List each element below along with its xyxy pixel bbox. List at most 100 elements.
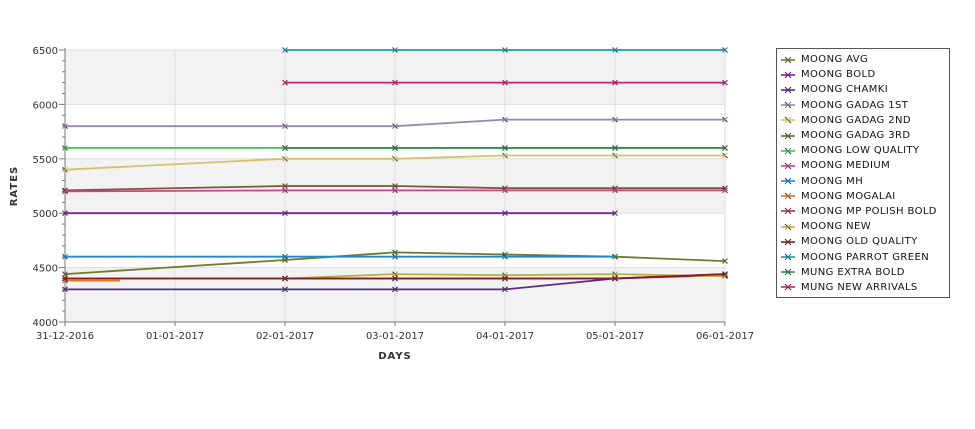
series-mung-new-arrivals — [282, 79, 728, 86]
data-point — [392, 271, 398, 278]
marker-stroke — [722, 47, 728, 53]
x-tick-label: 03-01-2017 — [366, 331, 424, 342]
legend-marker-icon — [780, 222, 796, 232]
marker-stroke — [612, 210, 618, 217]
legend-item: MOONG MEDIUM — [777, 158, 949, 173]
data-point — [722, 271, 728, 278]
data-point — [612, 144, 618, 151]
marker-stroke — [392, 210, 398, 217]
legend-item: MOONG GADAG 1ST — [777, 98, 949, 113]
legend-label: MUNG EXTRA BOLD — [801, 266, 905, 278]
data-point — [612, 116, 618, 123]
series-moong-mh — [62, 253, 618, 260]
marker-stroke — [612, 271, 618, 278]
x-tick-labels: 31-12-2016 01-01-2017 02-01-2017 03-01-2017… — [36, 331, 754, 342]
marker-stroke — [392, 253, 398, 260]
legend-marker-icon — [780, 206, 796, 216]
marker-stroke — [282, 183, 288, 189]
data-point — [612, 275, 618, 282]
marker-stroke — [62, 275, 68, 282]
legend-label: MOONG GADAG 3RD — [801, 130, 911, 142]
data-point — [282, 286, 288, 293]
marker-stroke — [502, 116, 508, 123]
marker-stroke — [502, 210, 508, 217]
data-point — [502, 286, 508, 293]
legend-label: MOONG NEW — [801, 221, 872, 233]
legend-label: MOONG AVG — [801, 54, 869, 66]
data-point — [612, 253, 618, 260]
marker-stroke — [612, 79, 618, 86]
legend-marker-icon — [780, 161, 796, 171]
legend-item: MUNG EXTRA BOLD — [777, 265, 949, 280]
x-tick-label: 04-01-2017 — [476, 331, 534, 342]
y-tick-label: 4500 — [33, 264, 58, 275]
legend-marker-icon — [780, 191, 796, 201]
legend-label: MOONG MEDIUM — [801, 160, 891, 172]
marker-stroke — [392, 286, 398, 293]
series-line — [64, 185, 725, 192]
data-point — [502, 152, 508, 159]
legend-item: MOONG GADAG 2ND — [777, 113, 949, 128]
data-point — [392, 183, 398, 189]
marker-stroke — [722, 187, 728, 194]
legend-marker-icon — [780, 267, 796, 277]
legend-marker-icon — [780, 237, 796, 247]
chart-legend: MOONG AVG MOONG BOLD MOONG CHAMKI MOONG GAD… — [776, 48, 950, 298]
legend-marker-icon — [780, 70, 796, 80]
axes — [59, 48, 726, 326]
data-point — [392, 123, 398, 130]
marker-stroke — [392, 187, 398, 194]
legend-label: MOONG OLD QUALITY — [801, 236, 918, 248]
marker-stroke — [282, 253, 288, 260]
legend-marker-icon — [780, 282, 796, 292]
legend-item: MOONG PARROT GREEN — [777, 249, 949, 264]
data-point — [392, 155, 398, 162]
data-point — [722, 47, 728, 53]
marker-stroke — [62, 123, 68, 130]
series-mung-extra-bold — [282, 144, 728, 151]
legend-label: MOONG MOGALAI — [801, 190, 896, 202]
marker-stroke — [62, 187, 68, 194]
data-point — [62, 253, 68, 260]
legend-label: MOONG GADAG 1ST — [801, 99, 909, 111]
series-line — [64, 154, 725, 171]
legend-item: MOONG MH — [777, 174, 949, 189]
data-point — [282, 253, 288, 260]
data-point — [392, 210, 398, 217]
marker-stroke — [392, 123, 398, 130]
legend-marker-icon — [780, 252, 796, 262]
legend-label: MOONG MP POLISH BOLD — [801, 205, 937, 217]
data-point — [282, 47, 288, 53]
legend-label: MOONG PARROT GREEN — [801, 251, 930, 263]
x-tick-label: 31-12-2016 — [36, 331, 94, 342]
data-point — [502, 79, 508, 86]
data-point — [722, 79, 728, 86]
legend-marker-icon — [780, 131, 796, 141]
marker-stroke — [62, 144, 68, 151]
data-point — [722, 187, 728, 194]
data-point — [62, 144, 68, 151]
marker-stroke — [282, 187, 288, 194]
series-line — [65, 118, 725, 128]
data-point — [392, 79, 398, 86]
data-point — [612, 187, 618, 194]
legend-item: MOONG MP POLISH BOLD — [777, 204, 949, 219]
marker-stroke — [722, 116, 728, 123]
data-point — [392, 286, 398, 293]
data-point — [282, 275, 288, 282]
y-axis-title: RATES — [9, 166, 20, 207]
data-point — [62, 210, 68, 217]
data-point — [392, 144, 398, 151]
data-point — [502, 253, 508, 260]
legend-marker-icon — [780, 115, 796, 125]
marker-stroke — [612, 253, 618, 260]
data-point — [722, 144, 728, 151]
legend-item: MOONG AVG — [777, 52, 949, 67]
data-point — [502, 47, 508, 53]
data-point — [612, 152, 618, 159]
data-point — [62, 123, 68, 130]
marker-stroke — [502, 79, 508, 86]
legend-label: MOONG CHAMKI — [801, 84, 889, 96]
marker-stroke — [282, 286, 288, 293]
